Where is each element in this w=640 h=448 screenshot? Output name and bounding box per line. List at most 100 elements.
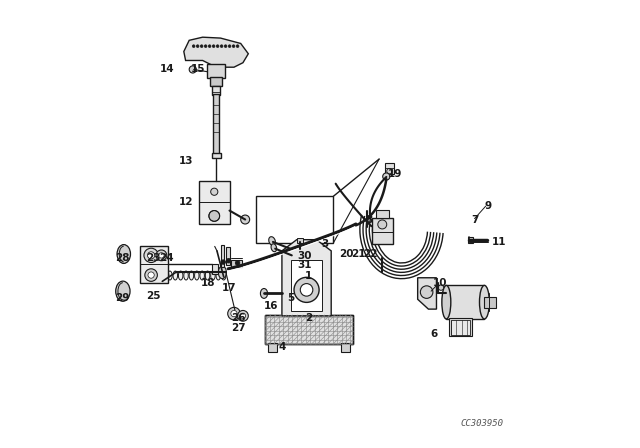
PathPatch shape — [184, 37, 248, 67]
Circle shape — [228, 307, 240, 320]
Text: 26: 26 — [231, 313, 246, 323]
Text: 18: 18 — [201, 278, 215, 288]
Ellipse shape — [205, 271, 210, 280]
Circle shape — [204, 45, 207, 47]
Circle shape — [378, 220, 387, 229]
Text: 28: 28 — [115, 253, 129, 263]
Circle shape — [227, 258, 231, 263]
Text: 4: 4 — [278, 342, 285, 352]
Ellipse shape — [162, 270, 169, 281]
Bar — [207, 64, 225, 78]
Ellipse shape — [269, 237, 275, 246]
Text: 10: 10 — [433, 278, 447, 288]
Bar — [212, 86, 220, 95]
Circle shape — [148, 252, 155, 259]
Ellipse shape — [271, 244, 276, 252]
Ellipse shape — [260, 289, 268, 298]
Text: 14: 14 — [159, 65, 174, 74]
Ellipse shape — [442, 285, 451, 319]
Bar — [340, 343, 351, 352]
Circle shape — [211, 188, 218, 195]
Ellipse shape — [184, 271, 188, 280]
Text: 27: 27 — [231, 323, 246, 333]
Ellipse shape — [117, 245, 131, 263]
Text: 30: 30 — [297, 251, 312, 261]
Text: 22: 22 — [363, 250, 378, 259]
Text: 5: 5 — [287, 293, 294, 303]
Text: 2: 2 — [305, 313, 312, 323]
Text: 11: 11 — [492, 237, 506, 247]
Text: 16: 16 — [264, 301, 278, 310]
Bar — [451, 320, 470, 335]
Text: 24: 24 — [159, 253, 174, 263]
Bar — [231, 260, 243, 267]
Text: 17: 17 — [222, 283, 237, 293]
Bar — [446, 285, 484, 319]
Text: 3: 3 — [321, 239, 328, 249]
Text: 31: 31 — [297, 260, 312, 270]
Circle shape — [196, 45, 199, 47]
Text: 9: 9 — [484, 201, 492, 211]
Ellipse shape — [195, 271, 199, 280]
Text: 13: 13 — [179, 156, 193, 166]
Circle shape — [237, 310, 248, 321]
Bar — [199, 181, 230, 224]
Circle shape — [156, 250, 167, 261]
Bar — [266, 315, 353, 344]
Text: 20: 20 — [339, 250, 353, 259]
Circle shape — [228, 45, 231, 47]
Ellipse shape — [218, 266, 227, 279]
PathPatch shape — [418, 278, 436, 309]
Text: 23: 23 — [146, 253, 161, 263]
Bar — [268, 343, 278, 352]
Ellipse shape — [173, 271, 177, 280]
Circle shape — [383, 173, 390, 180]
Bar — [484, 297, 496, 308]
Bar — [140, 246, 168, 283]
Circle shape — [232, 45, 235, 47]
Circle shape — [216, 45, 219, 47]
Bar — [266, 315, 353, 344]
Ellipse shape — [168, 271, 172, 280]
Circle shape — [241, 215, 250, 224]
Text: 1: 1 — [305, 271, 312, 280]
Circle shape — [240, 313, 246, 319]
Bar — [210, 77, 222, 86]
Bar — [212, 264, 218, 274]
Text: 21: 21 — [351, 250, 365, 259]
Bar — [449, 318, 472, 336]
Circle shape — [200, 45, 203, 47]
Circle shape — [148, 272, 154, 278]
Text: 25: 25 — [146, 291, 161, 301]
Circle shape — [212, 45, 215, 47]
Circle shape — [189, 66, 196, 73]
Text: 7: 7 — [471, 215, 478, 224]
Bar — [226, 247, 230, 265]
Text: CC303950: CC303950 — [461, 419, 504, 428]
Circle shape — [231, 310, 237, 317]
Circle shape — [300, 284, 313, 296]
Bar — [212, 153, 221, 158]
Circle shape — [387, 168, 392, 174]
Circle shape — [145, 269, 157, 281]
Bar — [297, 238, 303, 243]
Bar — [468, 237, 473, 243]
Ellipse shape — [221, 271, 226, 280]
Text: 6: 6 — [431, 329, 438, 339]
Text: 15: 15 — [191, 65, 205, 74]
Ellipse shape — [189, 271, 194, 280]
Circle shape — [208, 45, 211, 47]
Ellipse shape — [216, 271, 221, 280]
Bar — [221, 245, 224, 267]
Text: 19: 19 — [388, 169, 403, 179]
Bar — [385, 163, 394, 174]
Circle shape — [193, 45, 195, 47]
Circle shape — [221, 260, 225, 264]
Ellipse shape — [211, 271, 215, 280]
Bar — [376, 210, 388, 218]
Text: 29: 29 — [115, 293, 129, 303]
Ellipse shape — [179, 271, 183, 280]
Circle shape — [236, 261, 240, 265]
PathPatch shape — [291, 260, 323, 311]
Bar — [213, 94, 219, 155]
